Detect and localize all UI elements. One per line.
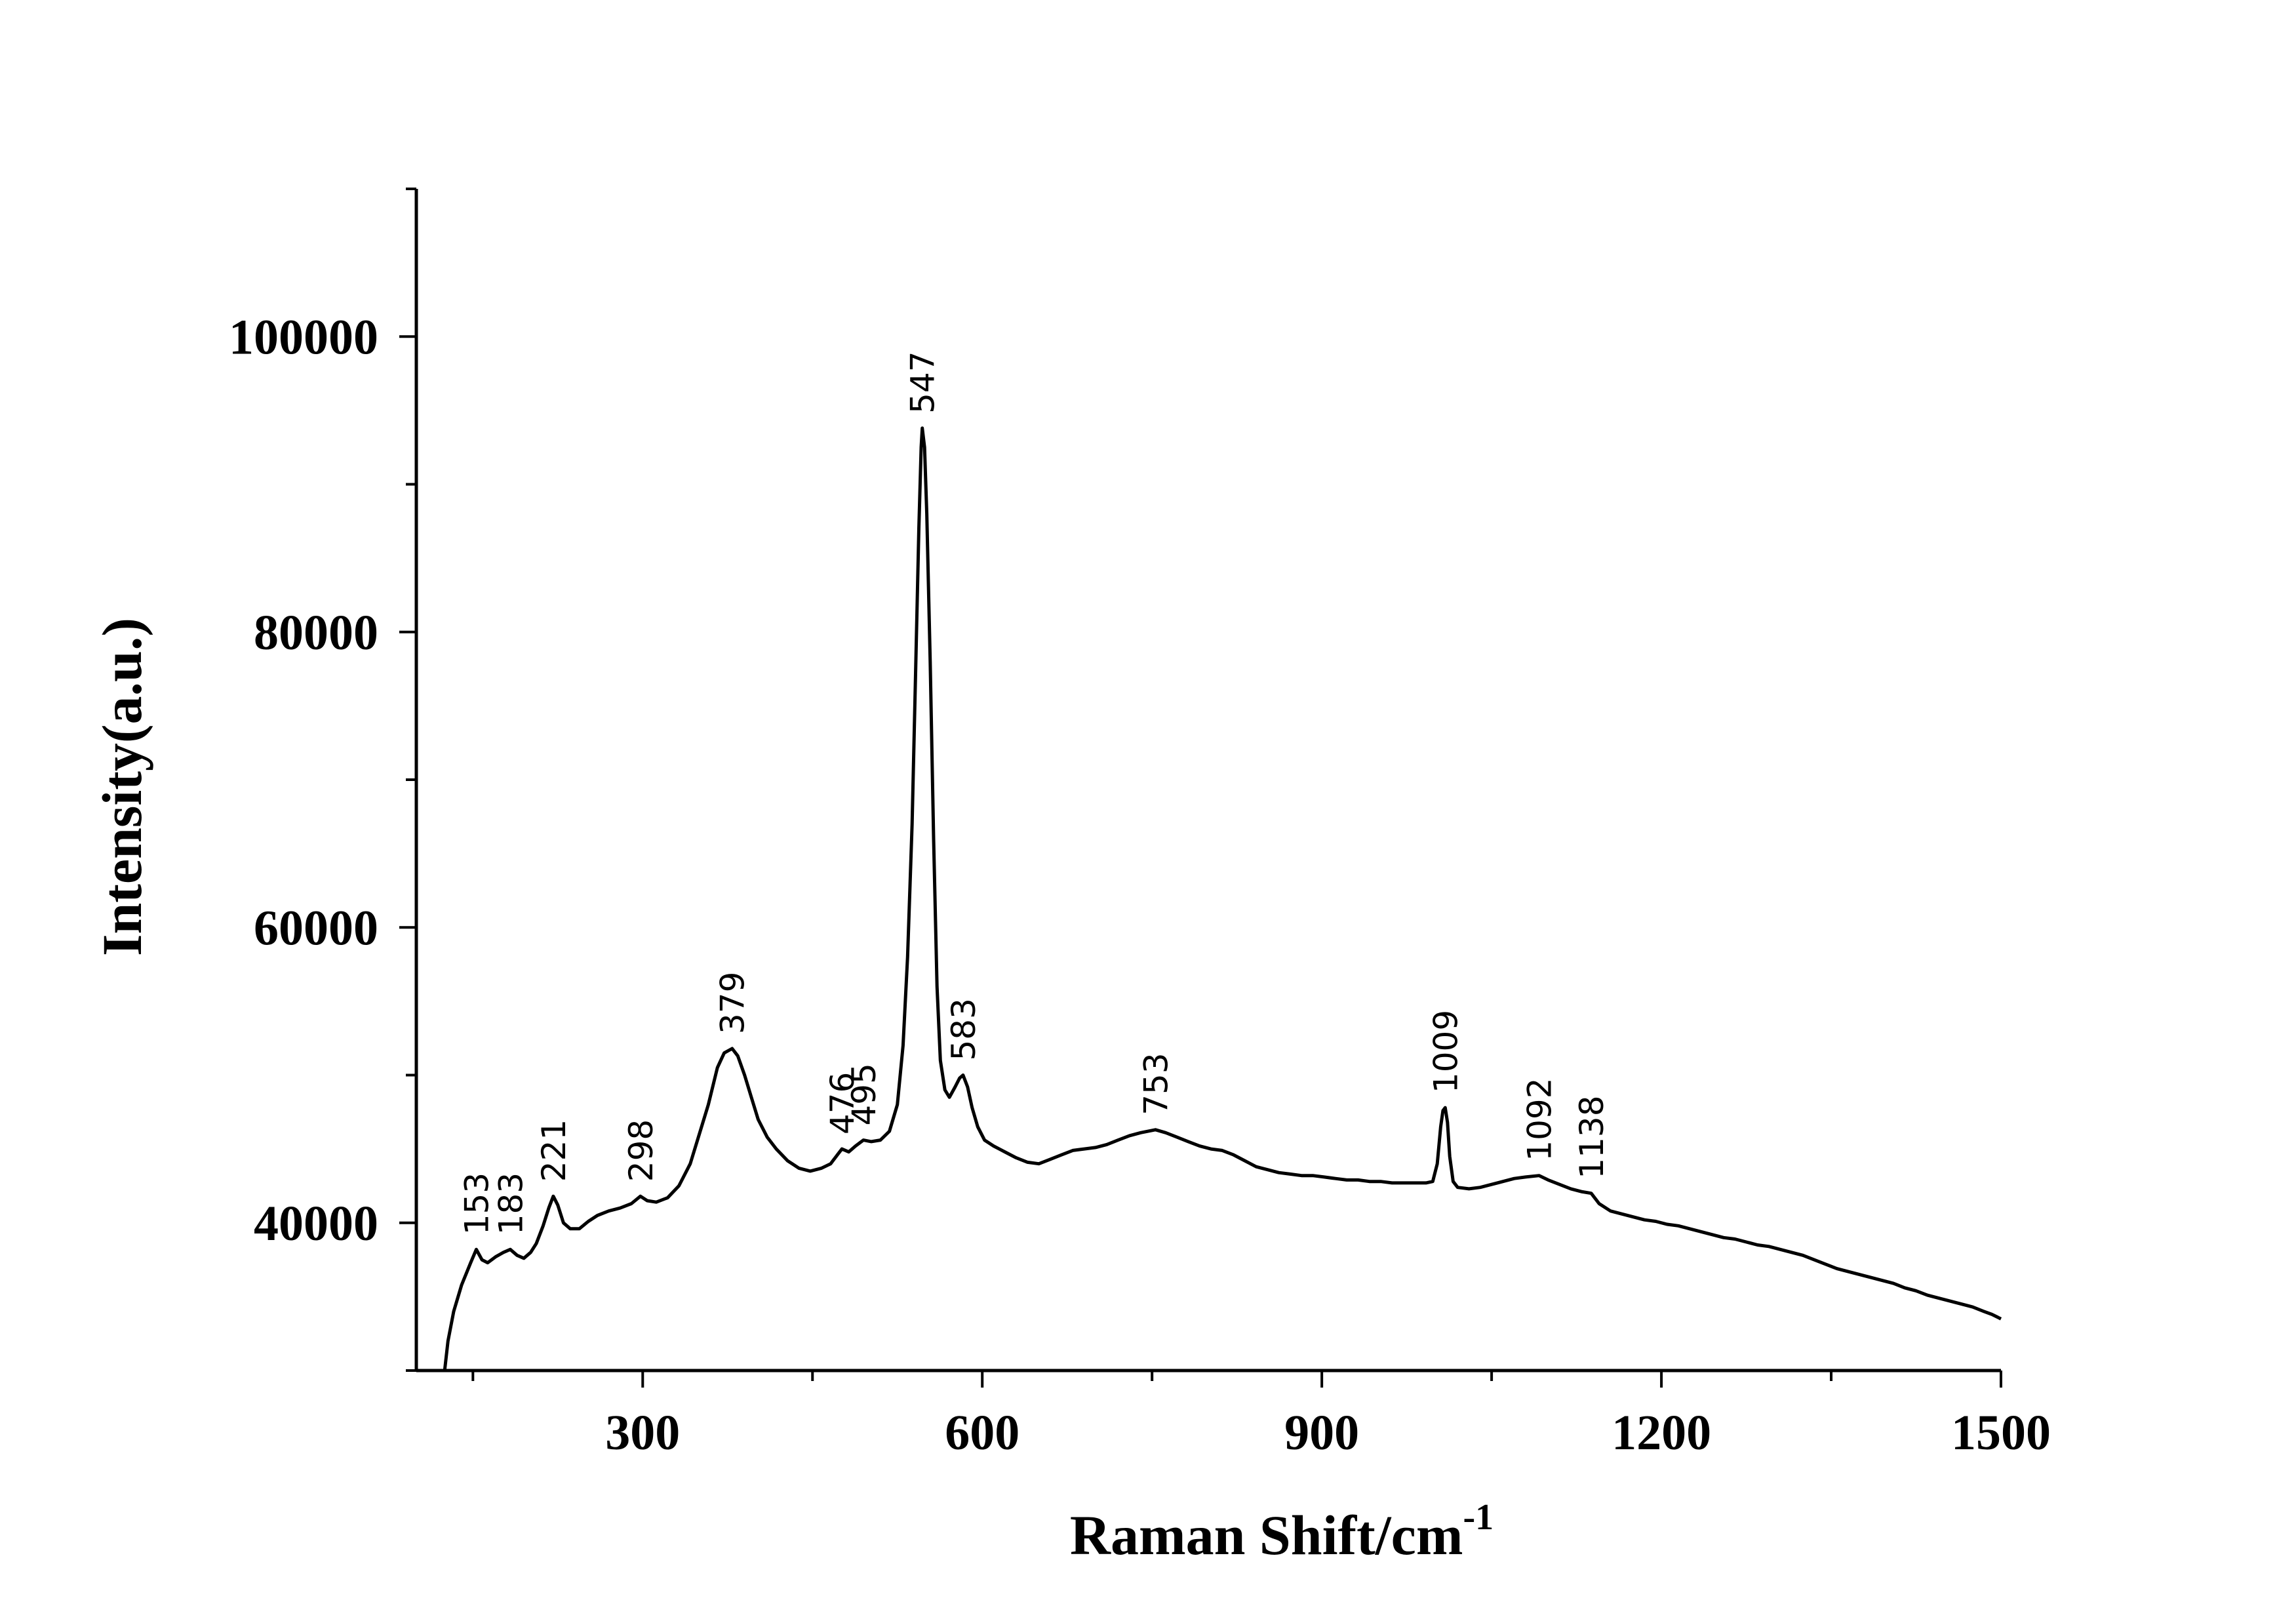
peak-label: 379 <box>714 972 752 1034</box>
x-tick-label: 900 <box>1284 1405 1359 1460</box>
x-tick-label: 300 <box>605 1405 680 1460</box>
y-axis-title: Intensity(a.u.) <box>90 618 153 956</box>
x-axis-title: Raman Shift/cm-1 <box>1070 1497 1494 1567</box>
axis-ticks <box>399 188 2002 1388</box>
peak-label: 153 <box>458 1172 496 1235</box>
peak-label: 476 <box>823 1072 861 1134</box>
x-tick-label: 1500 <box>1951 1405 2051 1460</box>
peak-label: 547 <box>904 351 942 413</box>
peak-label: 1138 <box>1573 1095 1611 1178</box>
x-tick-label: 1200 <box>1612 1405 1711 1460</box>
x-axis-title-superscript: -1 <box>1463 1497 1494 1538</box>
axis-tick-labels: 300 600 900 1200 1500 40000 60000 80000 100000 <box>229 310 2051 1460</box>
peak-label: 298 <box>622 1119 660 1182</box>
y-tick-label: 60000 <box>254 900 378 955</box>
peak-label: 1092 <box>1521 1077 1559 1161</box>
peak-label: 583 <box>945 998 983 1060</box>
peak-label: 183 <box>492 1172 530 1235</box>
peak-label: 1009 <box>1427 1010 1465 1093</box>
peak-label: 495 <box>845 1063 883 1125</box>
peak-label: 753 <box>1137 1052 1175 1115</box>
x-tick-label: 600 <box>945 1405 1019 1460</box>
y-tick-label: 40000 <box>254 1196 378 1251</box>
axes <box>414 189 2001 1373</box>
spectrum-line <box>443 426 2002 1371</box>
peak-label: 221 <box>535 1119 573 1182</box>
y-tick-label: 80000 <box>254 605 378 660</box>
y-tick-label: 100000 <box>229 310 378 365</box>
